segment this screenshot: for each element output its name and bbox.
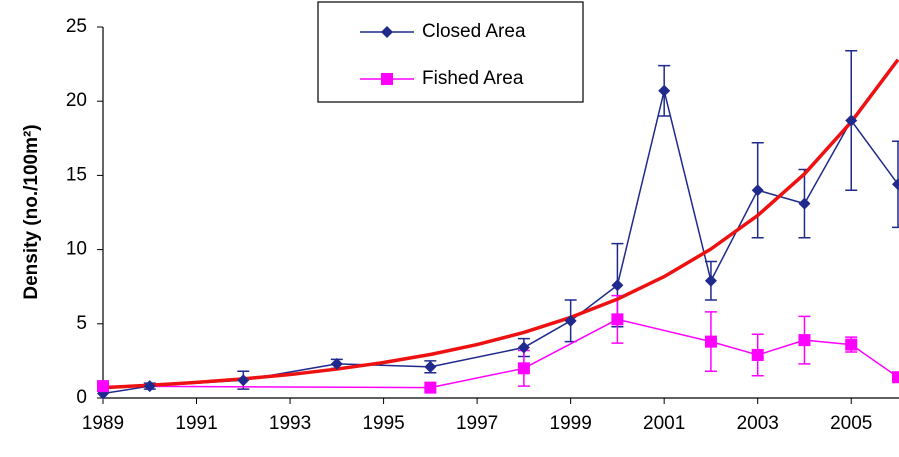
y-tick-label: 5 [76, 313, 87, 334]
marker [564, 314, 577, 327]
marker [704, 274, 717, 287]
x-tick-label: 2001 [643, 413, 685, 434]
marker [751, 184, 764, 197]
x-tick-label: 1989 [82, 413, 124, 434]
legend-marker [381, 73, 393, 85]
marker [892, 371, 899, 384]
marker [97, 380, 109, 393]
marker [892, 178, 899, 191]
marker [798, 334, 811, 347]
legend-box [317, 1, 584, 103]
marker [611, 313, 624, 326]
marker [424, 360, 437, 373]
legend-label: Closed Area [422, 21, 526, 42]
marker [237, 374, 250, 387]
x-tick-label: 1993 [269, 413, 311, 434]
y-tick-label: 20 [66, 90, 87, 111]
y-tick-label: 10 [66, 239, 87, 260]
x-tick-label: 1999 [550, 413, 592, 434]
legend-label: Fished Area [422, 68, 524, 89]
y-tick-label: 25 [66, 16, 87, 37]
x-tick-label: 1991 [175, 413, 217, 434]
x-tick-label: 1997 [456, 413, 498, 434]
marker [704, 335, 717, 348]
marker [845, 338, 858, 351]
marker [798, 197, 811, 210]
marker [751, 348, 764, 361]
marker [517, 341, 530, 354]
marker [143, 380, 156, 393]
series-line [102, 318, 899, 389]
x-tick-label: 1995 [362, 413, 404, 434]
y-tick-label: 0 [76, 387, 87, 408]
x-tick-label: 2005 [830, 413, 872, 434]
marker [424, 381, 437, 394]
marker [330, 357, 343, 370]
marker [611, 279, 624, 292]
y-axis-label: Density (no./100m²) [21, 124, 42, 299]
marker [845, 114, 858, 127]
marker [517, 362, 530, 375]
marker [658, 84, 671, 97]
legend-marker [381, 26, 393, 38]
x-tick-label: 2003 [737, 413, 779, 434]
trend-line [102, 58, 899, 390]
y-tick-label: 15 [66, 164, 87, 185]
